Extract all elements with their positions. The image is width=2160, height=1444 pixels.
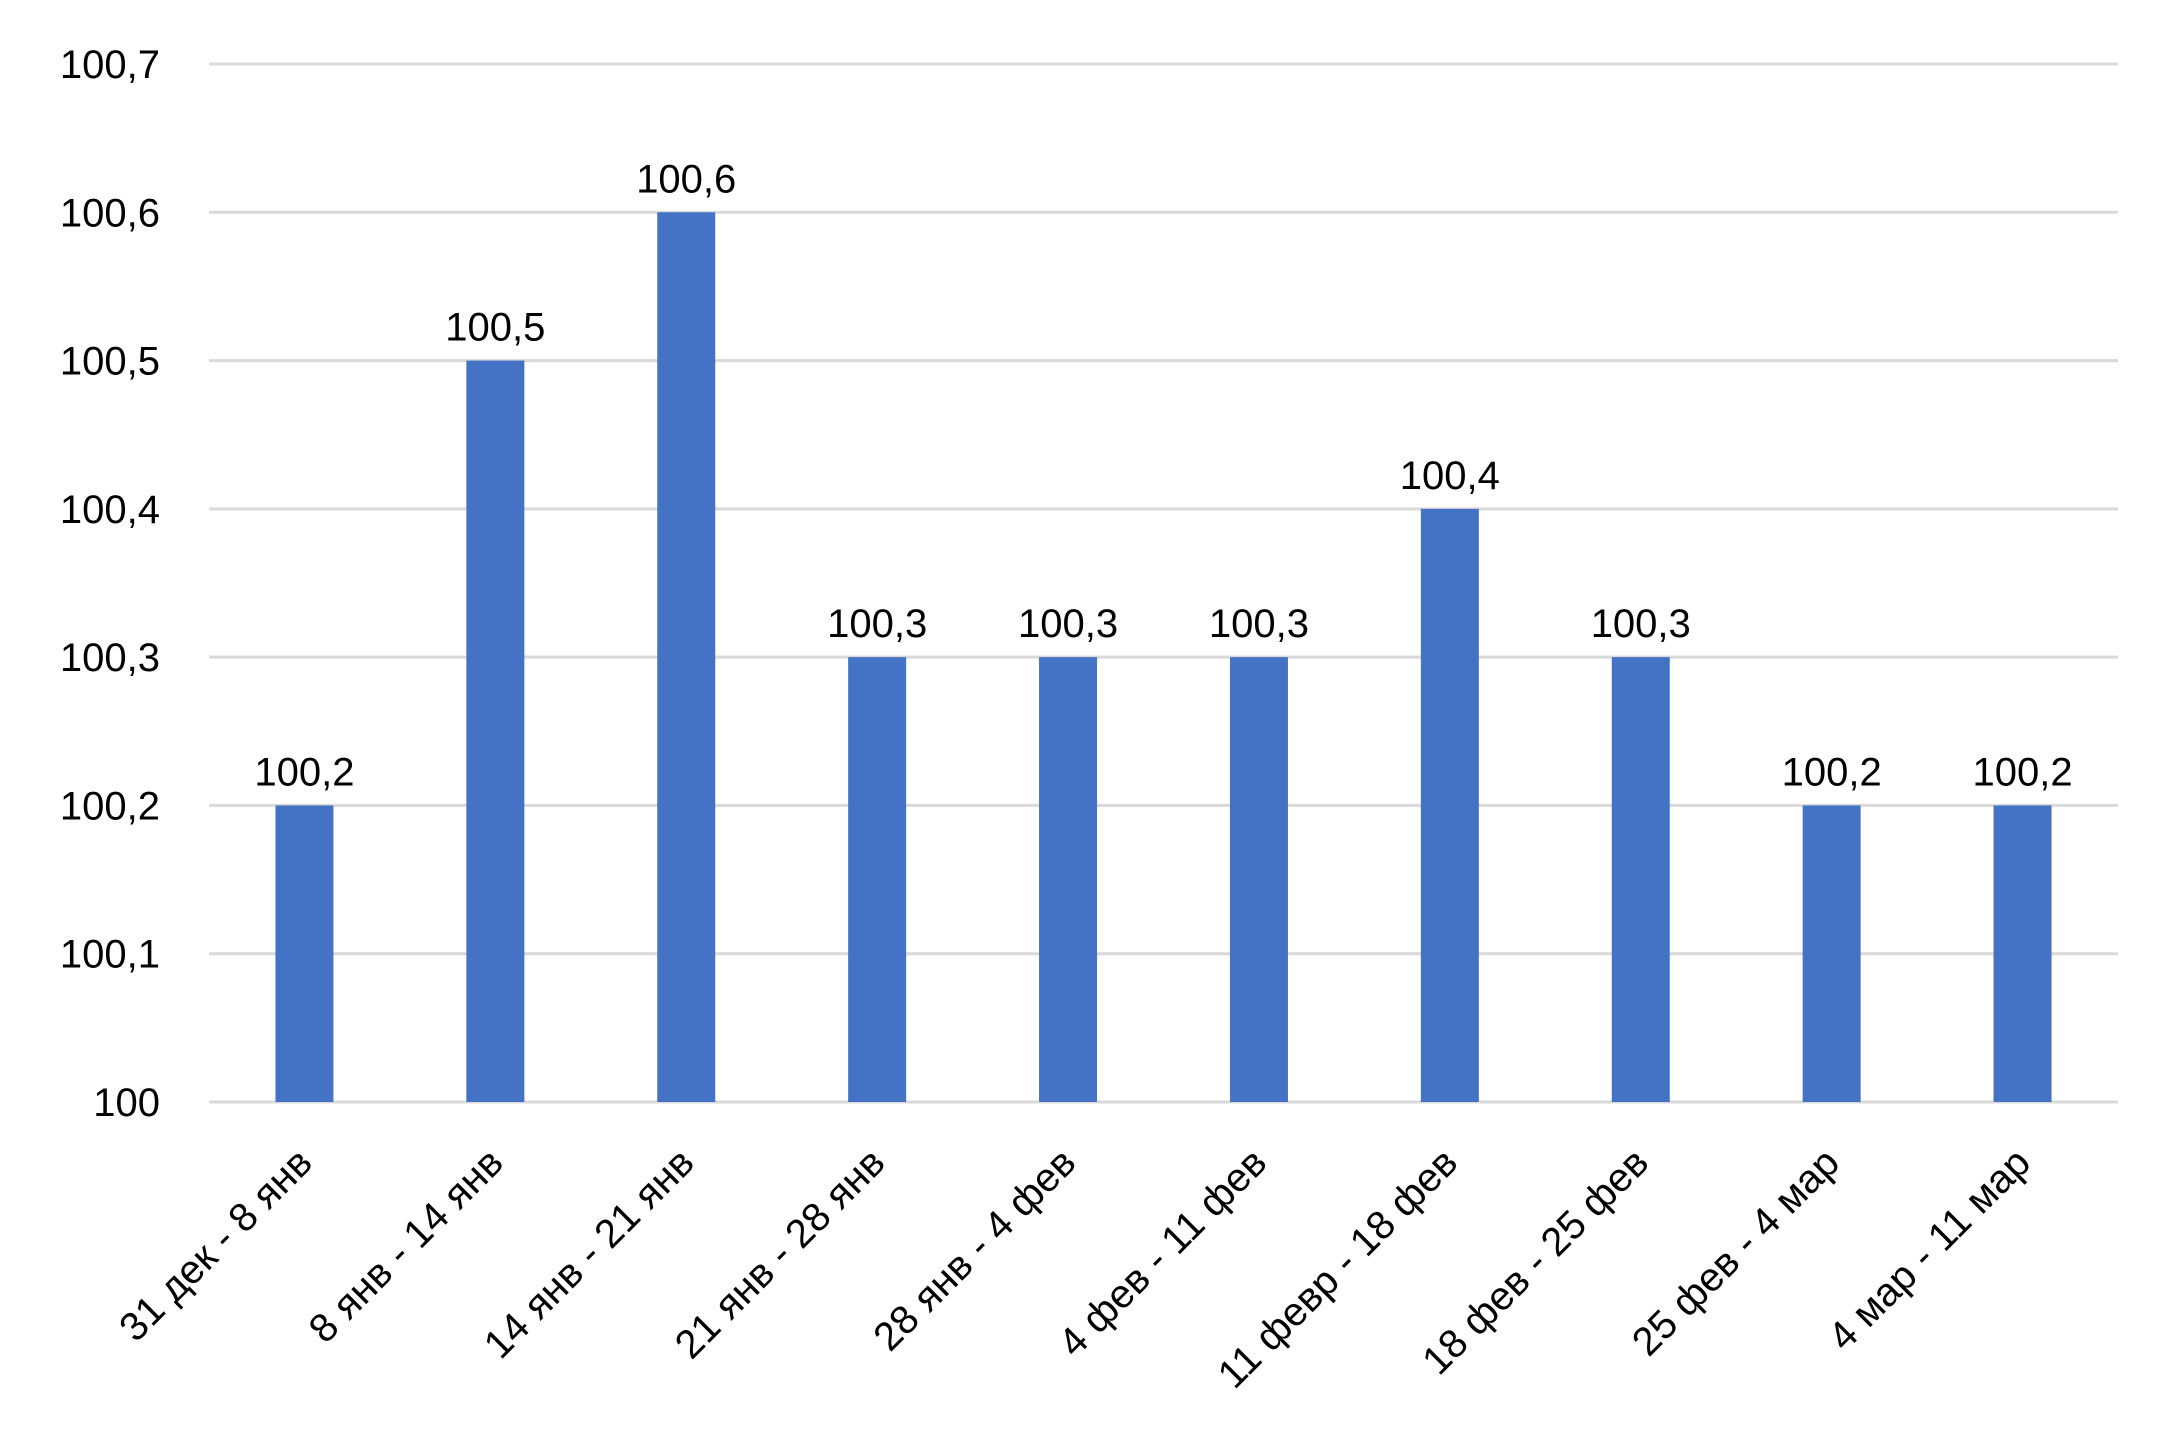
bar [466,360,525,1103]
x-tick-label: 8 янв - 14 янв [301,1140,512,1351]
data-label: 100,4 [1400,454,1500,498]
data-label: 100,3 [827,602,927,646]
y-tick-label: 100,6 [60,191,160,235]
data-label: 100,2 [1972,750,2072,794]
y-tick-label: 100,2 [60,784,160,828]
bar [657,212,716,1103]
y-tick-label: 100,1 [60,933,160,977]
bar [1802,805,1861,1102]
bar [1420,508,1479,1102]
x-tick-label: 4 фев - 11 фев [1050,1140,1275,1365]
data-label: 100,3 [1018,602,1118,646]
bar [1229,657,1288,1102]
data-label: 100,3 [1591,602,1691,646]
y-tick-label: 100,3 [60,636,160,680]
x-tick-label: 28 янв - 4 фев [865,1140,1084,1359]
y-tick-label: 100,7 [60,43,160,87]
data-label: 100,3 [1209,602,1309,646]
data-label: 100,2 [1782,750,1882,794]
data-label: 100,6 [636,157,736,201]
data-label: 100,5 [445,306,545,350]
bar [275,805,334,1102]
bar [848,657,907,1102]
bar [1039,657,1098,1102]
x-tick-label: 21 янв - 28 янв [667,1140,894,1367]
x-tick-label: 31 дек - 8 янв [111,1140,321,1350]
data-label: 100,2 [254,750,354,794]
x-tick-label: 25 фев - 4 мар [1624,1140,1848,1364]
y-tick-label: 100 [93,1081,160,1125]
y-tick-label: 100,5 [60,340,160,384]
x-tick-label: 4 мар - 11 мар [1820,1140,2039,1359]
y-tick-label: 100,4 [60,488,160,532]
bar [1993,805,2052,1102]
bar [1611,657,1670,1102]
